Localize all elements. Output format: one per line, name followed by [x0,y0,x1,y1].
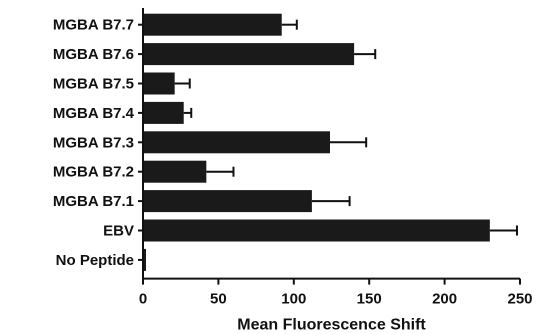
y-tick-label-5: MGBA B7.2 [53,164,134,181]
x-tick-label-0: 0 [139,291,147,308]
x-tick-label-5: 250 [507,291,532,308]
x-tick-label-3: 150 [357,291,382,308]
bar-8 [143,248,147,271]
y-tick-label-4: MGBA B7.3 [53,134,134,151]
x-tick-label-2: 100 [281,291,306,308]
y-tick-label-2: MGBA B7.5 [53,76,134,93]
y-tick-label-8: No Peptide [56,252,134,269]
bar-6 [143,190,312,213]
y-tick-label-3: MGBA B7.4 [53,105,135,122]
bar-0 [143,13,282,36]
labels-layer: MGBA B7.7 MGBA B7.6 MGBA B7.5 MGBA B7.4 MGBA… [53,17,533,308]
y-tick-label-1: MGBA B7.6 [53,46,134,63]
bar-5 [143,160,207,183]
bar-2 [143,72,175,95]
x-tick-label-4: 200 [432,291,457,308]
y-tick-label-0: MGBA B7.7 [53,17,134,34]
x-axis-title: Mean Fluorescence Shift [237,317,426,334]
bar-7 [143,219,490,242]
axes-layer [138,8,521,285]
bars-layer [143,13,518,271]
y-tick-label-6: MGBA B7.1 [53,193,134,210]
x-tick-label-1: 50 [210,291,227,308]
y-tick-label-7: EBV [103,223,134,240]
bar-1 [143,43,355,66]
bar-4 [143,131,330,154]
bar-3 [143,101,184,124]
